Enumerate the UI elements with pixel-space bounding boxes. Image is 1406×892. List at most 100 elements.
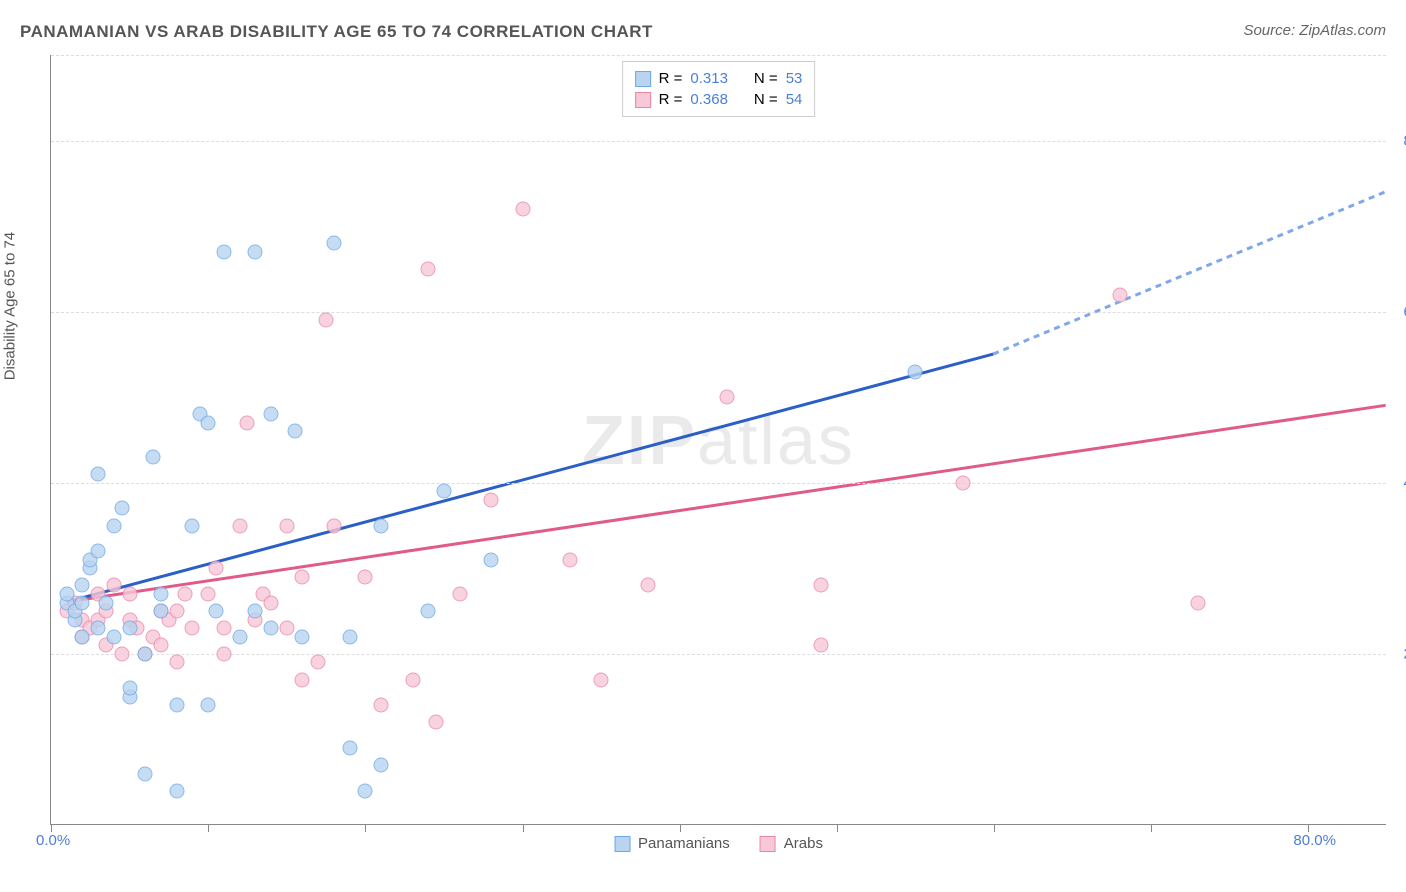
data-point — [216, 621, 231, 636]
data-point — [169, 604, 184, 619]
y-axis-label: Disability Age 65 to 74 — [2, 232, 19, 380]
data-point — [209, 604, 224, 619]
data-point — [177, 587, 192, 602]
data-point — [232, 629, 247, 644]
grid-line — [51, 483, 1386, 484]
data-point — [169, 783, 184, 798]
data-point — [484, 492, 499, 507]
watermark: ZIPatlas — [582, 400, 855, 480]
data-point — [106, 578, 121, 593]
data-point — [169, 698, 184, 713]
data-point — [264, 595, 279, 610]
data-point — [75, 578, 90, 593]
x-tick — [51, 824, 52, 832]
data-point — [295, 629, 310, 644]
legend-stats: R = 0.313 N = 53 R = 0.368 N = 54 — [622, 61, 816, 117]
data-point — [279, 518, 294, 533]
data-point — [232, 518, 247, 533]
data-point — [201, 587, 216, 602]
data-point — [452, 587, 467, 602]
data-point — [484, 552, 499, 567]
data-point — [122, 587, 137, 602]
legend-swatch-icon — [635, 71, 651, 87]
data-point — [279, 621, 294, 636]
legend-label: Arabs — [784, 835, 823, 852]
data-point — [154, 638, 169, 653]
data-point — [216, 646, 231, 661]
data-point — [562, 552, 577, 567]
data-point — [114, 501, 129, 516]
data-point — [185, 621, 200, 636]
data-point — [91, 544, 106, 559]
data-point — [138, 766, 153, 781]
legend-swatch-icon — [760, 836, 776, 852]
data-point — [358, 783, 373, 798]
data-point — [814, 638, 829, 653]
x-tick — [680, 824, 681, 832]
data-point — [374, 698, 389, 713]
data-point — [154, 604, 169, 619]
data-point — [436, 484, 451, 499]
data-point — [1112, 287, 1127, 302]
data-point — [99, 595, 114, 610]
source-label: Source: ZipAtlas.com — [1243, 22, 1386, 39]
data-point — [216, 244, 231, 259]
data-point — [114, 646, 129, 661]
data-point — [641, 578, 656, 593]
legend-label: Panamanians — [638, 835, 730, 852]
data-point — [287, 424, 302, 439]
data-point — [138, 646, 153, 661]
grid-line — [51, 55, 1386, 56]
data-point — [264, 621, 279, 636]
data-point — [91, 621, 106, 636]
data-point — [319, 313, 334, 328]
x-tick — [1308, 824, 1309, 832]
data-point — [122, 621, 137, 636]
data-point — [240, 415, 255, 430]
data-point — [342, 629, 357, 644]
data-point — [248, 604, 263, 619]
data-point — [358, 569, 373, 584]
data-point — [106, 629, 121, 644]
data-point — [814, 578, 829, 593]
data-point — [326, 236, 341, 251]
data-point — [59, 587, 74, 602]
data-point — [201, 415, 216, 430]
data-point — [106, 518, 121, 533]
x-tick-label: 0.0% — [36, 832, 70, 849]
data-point — [374, 758, 389, 773]
data-point — [594, 672, 609, 687]
data-point — [342, 741, 357, 756]
x-tick — [365, 824, 366, 832]
data-point — [421, 604, 436, 619]
data-point — [209, 561, 224, 576]
chart-title: PANAMANIAN VS ARAB DISABILITY AGE 65 TO … — [20, 22, 653, 42]
data-point — [201, 698, 216, 713]
data-point — [374, 518, 389, 533]
data-point — [169, 655, 184, 670]
data-point — [719, 390, 734, 405]
grid-line — [51, 654, 1386, 655]
x-tick — [1151, 824, 1152, 832]
data-point — [122, 681, 137, 696]
grid-line — [51, 312, 1386, 313]
legend-swatch-icon — [614, 836, 630, 852]
x-tick — [994, 824, 995, 832]
x-tick-label: 80.0% — [1293, 832, 1336, 849]
data-point — [405, 672, 420, 687]
plot-area: ZIPatlas R = 0.313 N = 53 R = 0.368 N = … — [50, 55, 1386, 825]
data-point — [295, 672, 310, 687]
x-tick — [208, 824, 209, 832]
data-point — [91, 467, 106, 482]
data-point — [311, 655, 326, 670]
data-point — [515, 202, 530, 217]
chart-container: PANAMANIAN VS ARAB DISABILITY AGE 65 TO … — [0, 0, 1406, 892]
data-point — [146, 450, 161, 465]
data-point — [908, 364, 923, 379]
legend-swatch-icon — [635, 92, 651, 108]
data-point — [75, 629, 90, 644]
legend-series: Panamanians Arabs — [614, 835, 823, 852]
data-point — [421, 261, 436, 276]
data-point — [248, 244, 263, 259]
grid-line — [51, 141, 1386, 142]
